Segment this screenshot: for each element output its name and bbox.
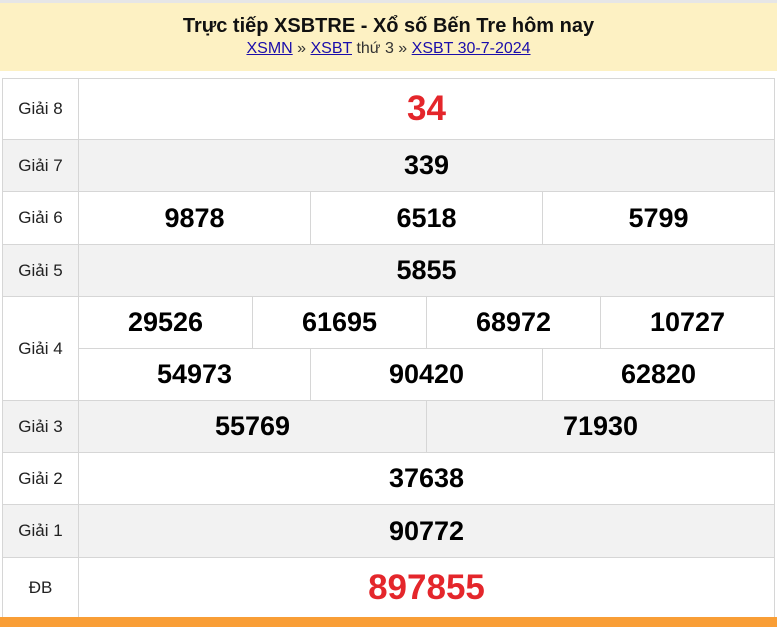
prize-label: Giải 6 [3,192,79,244]
prize-label: Giải 4 [3,297,79,400]
prize-numbers: 55769 71930 [79,401,774,452]
number-row: 339 [79,140,774,191]
prize-number: 34 [407,89,446,128]
results-table: Giải 8 34 Giải 7 339 Giải 6 9878 6518 5799 Giải … [2,78,775,618]
spacer [0,71,777,78]
prize-number: 9878 [164,202,225,233]
prize-row: Giải 7 339 [2,140,775,192]
prize-label: Giải 1 [3,505,79,557]
number-row: 34 [79,79,774,139]
breadcrumb-day: thứ 3 » [352,40,412,57]
prize-row: Giải 2 37638 [2,453,775,505]
number-row: 54973 90420 62820 [79,348,774,400]
prize-numbers: 897855 [79,558,774,617]
prize-numbers: 5855 [79,245,774,296]
prize-numbers: 34 [79,79,774,139]
prize-number: 6518 [310,192,542,244]
number-row: 55769 71930 [79,401,774,452]
prize-numbers: 90772 [79,505,774,557]
prize-row: Giải 4 29526 61695 68972 10727 54973 90420 6282… [2,297,775,401]
number-row: 29526 61695 68972 10727 [79,297,774,348]
prize-label: Giải 3 [3,401,79,452]
prize-number: 55769 [214,411,291,441]
prize-number: 61695 [252,297,426,348]
prize-row: Giải 3 55769 71930 [2,401,775,453]
prize-number: 71930 [426,401,774,452]
prize-number: 10727 [600,297,774,348]
top-strip [0,0,777,3]
prize-row: Giải 5 5855 [2,245,775,297]
prize-number: 339 [403,150,450,180]
page-title: Trực tiếp XSBTRE - Xổ số Bến Tre hôm nay [182,15,595,37]
breadcrumb-date-link[interactable]: XSBT 30-7-2024 [411,40,531,57]
number-row: 897855 [79,558,774,617]
breadcrumb: XSMN » XSBT thứ 3 » XSBT 30-7-2024 [0,39,777,59]
prize-row: Giải 6 9878 6518 5799 [2,192,775,245]
prize-label: Giải 5 [3,245,79,296]
breadcrumb-separator: » [292,40,311,57]
prize-number: 90420 [310,349,542,400]
prize-label: Giải 8 [3,79,79,139]
prize-label: Giải 2 [3,453,79,504]
number-row: 37638 [79,453,774,504]
breadcrumb-xsbt-link[interactable]: XSBT [310,40,353,57]
prize-row: Giải 1 90772 [2,505,775,558]
number-row: 90772 [79,505,774,557]
prize-number: 29526 [127,307,204,337]
prize-row: ĐB 897855 [2,558,775,618]
prize-number: 90772 [388,515,465,546]
prize-row: Giải 8 34 [2,79,775,140]
prize-number: 5799 [542,192,774,244]
prize-numbers: 339 [79,140,774,191]
number-row: 5855 [79,245,774,296]
breadcrumb-xsmn-link[interactable]: XSMN [246,40,293,57]
prize-numbers: 37638 [79,453,774,504]
prize-number: 37638 [388,463,465,493]
prize-number: 68972 [426,297,600,348]
prize-numbers: 29526 61695 68972 10727 54973 90420 62820 [79,297,774,400]
prize-number: 5855 [396,255,457,285]
prize-label: ĐB [3,558,79,617]
prize-numbers: 9878 6518 5799 [79,192,774,244]
prize-number: 54973 [156,359,233,389]
prize-number: 62820 [542,349,774,400]
number-row: 9878 6518 5799 [79,192,774,244]
prize-number: 897855 [368,567,485,607]
page-header: Trực tiếp XSBTRE - Xổ số Bến Tre hôm nay… [0,3,777,71]
footer-bar [0,617,777,627]
prize-label: Giải 7 [3,140,79,191]
